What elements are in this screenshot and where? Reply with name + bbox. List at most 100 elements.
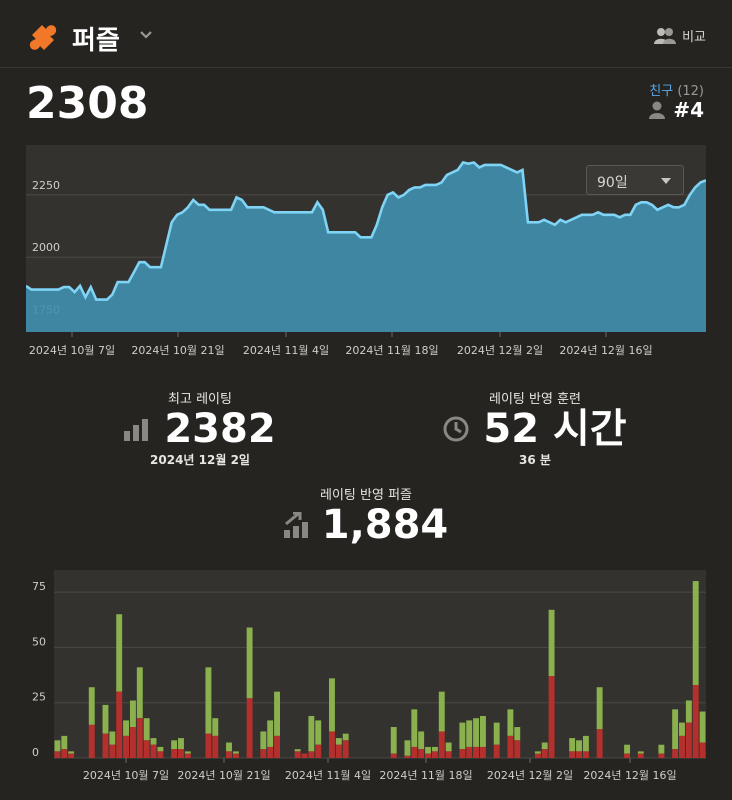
won-bar	[596, 687, 603, 730]
lost-bar	[178, 749, 184, 758]
rank-value: #4	[673, 98, 704, 122]
won-bar	[390, 727, 397, 754]
y-tick-label: 75	[32, 580, 46, 593]
won-bar	[88, 687, 95, 725]
won-bar	[267, 720, 274, 747]
header: 퍼즐 비교	[0, 0, 732, 68]
won-bar	[493, 722, 500, 745]
lost-bar	[493, 744, 500, 758]
lost-bar	[507, 735, 514, 758]
puzzles-count-value: 1,884	[321, 502, 449, 548]
won-bar	[226, 742, 232, 752]
won-bar	[514, 727, 521, 741]
x-tick-label: 2024년 12월 16일	[559, 343, 652, 357]
won-bar	[459, 722, 466, 750]
won-bar	[685, 700, 692, 723]
won-bar	[335, 738, 342, 745]
training-time-label: 레이팅 반영 훈련	[489, 392, 581, 407]
lost-bar	[315, 744, 322, 758]
chevron-down-icon[interactable]	[138, 26, 154, 42]
lost-bar	[699, 742, 706, 758]
won-bar	[123, 720, 130, 736]
won-bar	[116, 614, 123, 692]
puzzles-count-stat: 레이팅 반영 퍼즐 1,884	[276, 484, 456, 547]
rating-line	[26, 161, 706, 301]
daily-puzzles-chart[interactable]: 0 25 50 75 2024년 10월 7일 2024년 10월 21일 2024년 11…	[26, 570, 706, 788]
lost-bar	[212, 735, 219, 758]
lost-bar	[541, 749, 548, 758]
lost-bar	[68, 753, 75, 758]
lost-bar	[679, 735, 685, 758]
won-bar	[260, 731, 267, 750]
clock-icon	[443, 416, 469, 442]
won-bar	[411, 709, 418, 747]
won-bar	[473, 718, 480, 747]
trending-up-icon	[283, 512, 308, 538]
best-rating-row: 2382	[120, 407, 280, 451]
x-tick-label: 2024년 12월 2일	[487, 768, 573, 782]
lost-bar	[425, 753, 431, 758]
puzzle-piece-icon[interactable]	[26, 17, 64, 55]
lost-bar	[205, 733, 212, 758]
lost-bar	[582, 751, 589, 758]
lost-bar	[116, 691, 123, 758]
friends-link[interactable]: 친구 (12)	[649, 80, 704, 99]
best-rating-date: 2024년 12월 2일	[150, 453, 250, 467]
won-bar	[582, 735, 589, 752]
won-bar	[425, 746, 431, 754]
puzzles-count-row: 1,884	[276, 503, 456, 547]
won-bar	[102, 704, 109, 734]
lost-bar	[226, 751, 232, 758]
lost-bar	[411, 746, 418, 758]
bar-chart-icon	[124, 419, 149, 441]
range-select[interactable]: 90일	[586, 165, 684, 195]
x-tick-label: 2024년 11월 18일	[379, 768, 472, 782]
x-tick-label: 2024년 10월 21일	[177, 768, 270, 782]
training-time-value: 52 시간	[483, 406, 627, 452]
lost-bar	[473, 746, 480, 758]
lost-bar	[672, 749, 679, 758]
lost-bar	[150, 744, 157, 758]
y-tick-label: 0	[32, 746, 39, 759]
compare-label: 비교	[682, 30, 706, 45]
lost-bar	[658, 753, 665, 758]
won-bar	[308, 715, 315, 752]
user-icon	[649, 101, 666, 119]
lost-bar	[88, 724, 95, 758]
lost-bar	[637, 753, 644, 758]
won-bar	[438, 691, 445, 732]
x-tick-label: 2024년 11월 4일	[243, 343, 329, 357]
lost-bar	[342, 740, 349, 758]
lost-bar	[54, 751, 61, 758]
best-rating-label: 최고 레이팅	[168, 392, 232, 407]
won-bar	[329, 678, 335, 732]
lost-bar	[102, 733, 109, 758]
lost-bar	[335, 744, 342, 758]
lost-bar	[466, 746, 473, 758]
won-bar	[679, 722, 685, 736]
friends-rank: #4	[649, 98, 704, 122]
won-bar	[507, 709, 514, 736]
lost-bar	[390, 753, 397, 758]
lost-bar	[459, 749, 466, 758]
lost-bar	[129, 727, 136, 758]
x-tick-label: 2024년 12월 16일	[583, 768, 676, 782]
won-bar	[624, 744, 631, 754]
won-bar	[404, 740, 411, 756]
x-tick-label: 2024년 10월 7일	[83, 768, 169, 782]
x-tick-label: 2024년 11월 18일	[345, 343, 438, 357]
won-bar	[315, 720, 322, 745]
range-select-value: 90일	[597, 175, 628, 191]
caret-down-icon	[661, 178, 671, 184]
lost-bar	[404, 755, 411, 758]
y-tick-label: 2000	[32, 241, 60, 254]
compare-button[interactable]: 비교	[654, 26, 706, 45]
won-bar	[150, 738, 157, 745]
lost-bar	[514, 740, 521, 758]
page-title[interactable]: 퍼즐	[72, 26, 120, 56]
lost-bar	[184, 753, 191, 758]
lost-bar	[157, 751, 164, 758]
lost-bar	[576, 751, 582, 758]
plot-background	[54, 570, 706, 758]
lost-bar	[61, 749, 68, 758]
